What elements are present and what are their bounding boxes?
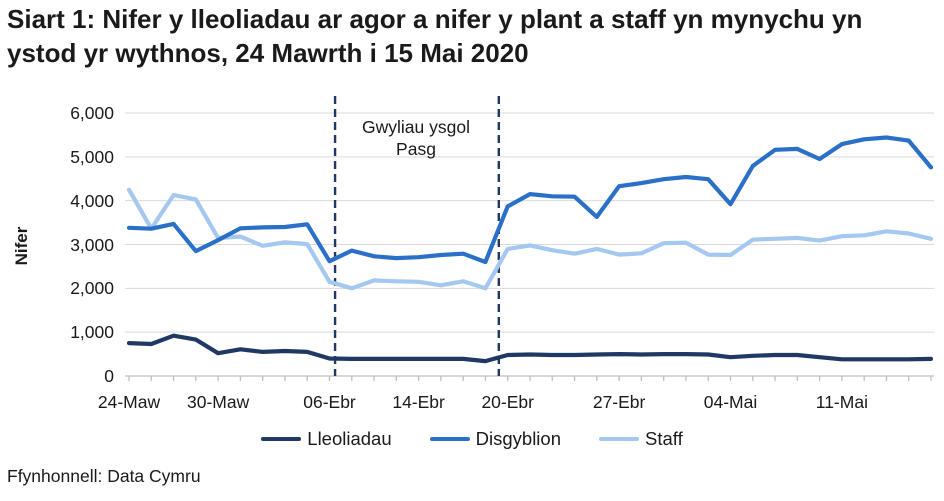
series-line-staff	[126, 187, 934, 291]
legend-label-lleoliadau: Lleoliadau	[307, 428, 392, 449]
lleoliadau-line-swatch-icon	[261, 437, 302, 441]
y-tick-label: 3,000	[70, 234, 114, 255]
x-tick-label: 30-Maw	[186, 392, 250, 412]
y-tick-label: 4,000	[70, 190, 114, 211]
x-tick-label: 11-Mai	[815, 392, 868, 412]
series-line-disgyblion	[126, 135, 934, 265]
y-tick-label: 6,000	[70, 103, 114, 123]
x-tick-label: 20-Ebr	[481, 392, 534, 412]
staff-line-swatch-icon	[599, 437, 639, 441]
legend-item-lleoliadau: Lleoliadau	[261, 428, 392, 450]
legend-item-disgyblion: Disgyblion	[429, 428, 561, 450]
y-axis-title: Nifer	[12, 226, 31, 266]
legend-label-disgyblion: Disgyblion	[475, 428, 561, 449]
legend-item-staff: Staff	[599, 428, 683, 450]
disgyblion-line-swatch-icon	[429, 437, 470, 441]
legend-label-staff: Staff	[645, 428, 683, 449]
source-note: Ffynhonnell: Data Cymru	[7, 466, 201, 486]
x-tick-label: 14-Ebr	[392, 392, 445, 412]
annotation-line-1: Gwyliau ysgol	[362, 117, 470, 137]
y-tick-label: 5,000	[70, 146, 114, 167]
y-tick-label: 2,000	[70, 278, 114, 299]
x-tick-label: 04-Mai	[703, 392, 758, 412]
y-tick-label: 1,000	[70, 322, 114, 343]
x-tick-label: 06-Ebr	[303, 392, 356, 412]
annotation-line-2: Pasg	[396, 139, 436, 159]
easter-holiday-annotation: Gwyliau ysgol Pasg	[335, 116, 497, 160]
x-tick-label: 24-Maw	[97, 392, 161, 412]
series-line-lleoliadau	[126, 333, 934, 364]
y-tick-label: 0	[104, 366, 114, 386]
chart-legend: Lleoliadau Disgyblion Staff	[0, 428, 944, 450]
x-tick-label: 27-Ebr	[592, 392, 646, 412]
chart-title: Siart 1: Nifer y lleoliadau ar agor a ni…	[7, 4, 863, 68]
